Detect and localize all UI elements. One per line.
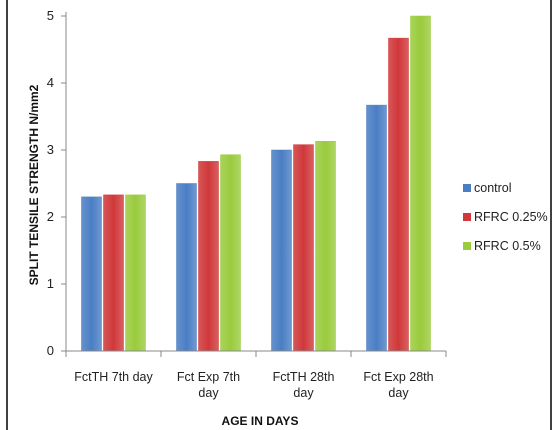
- legend-swatch: [463, 184, 471, 192]
- y-axis-title: SPLIT TENSILE STRENGTH N/mm2: [27, 84, 41, 285]
- y-tick-label: 4: [47, 75, 54, 90]
- x-tick-label: day: [293, 386, 314, 400]
- x-tick-label: day: [388, 386, 409, 400]
- axes: [65, 12, 447, 357]
- legend-label: control: [474, 181, 512, 195]
- x-tick-label: Fct Exp 7th: [177, 370, 240, 384]
- legend-swatch: [463, 213, 471, 221]
- bar-rfrc-0-5-: [125, 194, 146, 352]
- bar-rfrc-0-25-: [103, 194, 124, 352]
- bars: [81, 15, 431, 352]
- y-tick-label: 5: [47, 8, 54, 23]
- x-tick-label: FctTH 7th day: [74, 370, 153, 384]
- bar-control: [271, 149, 292, 352]
- y-tick-label: 0: [47, 343, 54, 358]
- legend: control RFRC 0.25% RFRC 0.5%: [463, 181, 548, 253]
- bar-control: [366, 104, 387, 352]
- x-tick-label: FctTH 28th: [273, 370, 335, 384]
- bar-rfrc-0-5-: [410, 15, 431, 352]
- legend-swatch: [463, 242, 471, 250]
- bar-rfrc-0-5-: [315, 141, 336, 352]
- bar-rfrc-0-5-: [220, 154, 241, 352]
- y-tick-label: 1: [47, 276, 54, 291]
- y-axis-ticks: 0 1 2 3 4 5: [47, 8, 66, 358]
- bar-rfrc-0-25-: [293, 144, 314, 352]
- legend-label: RFRC 0.5%: [474, 239, 541, 253]
- legend-label: RFRC 0.25%: [474, 210, 548, 224]
- x-axis-labels: FctTH 7th day Fct Exp 7th day FctTH 28th day…: [74, 370, 433, 400]
- y-tick-label: 3: [47, 142, 54, 157]
- bar-rfrc-0-25-: [388, 37, 409, 352]
- bar-rfrc-0-25-: [198, 161, 219, 352]
- bar-control: [176, 183, 197, 352]
- x-axis-title: AGE IN DAYS: [222, 414, 299, 428]
- x-tick-label: day: [198, 386, 219, 400]
- bar-control: [81, 196, 102, 352]
- y-tick-label: 2: [47, 209, 54, 224]
- x-tick-label: Fct Exp 28th: [363, 370, 433, 384]
